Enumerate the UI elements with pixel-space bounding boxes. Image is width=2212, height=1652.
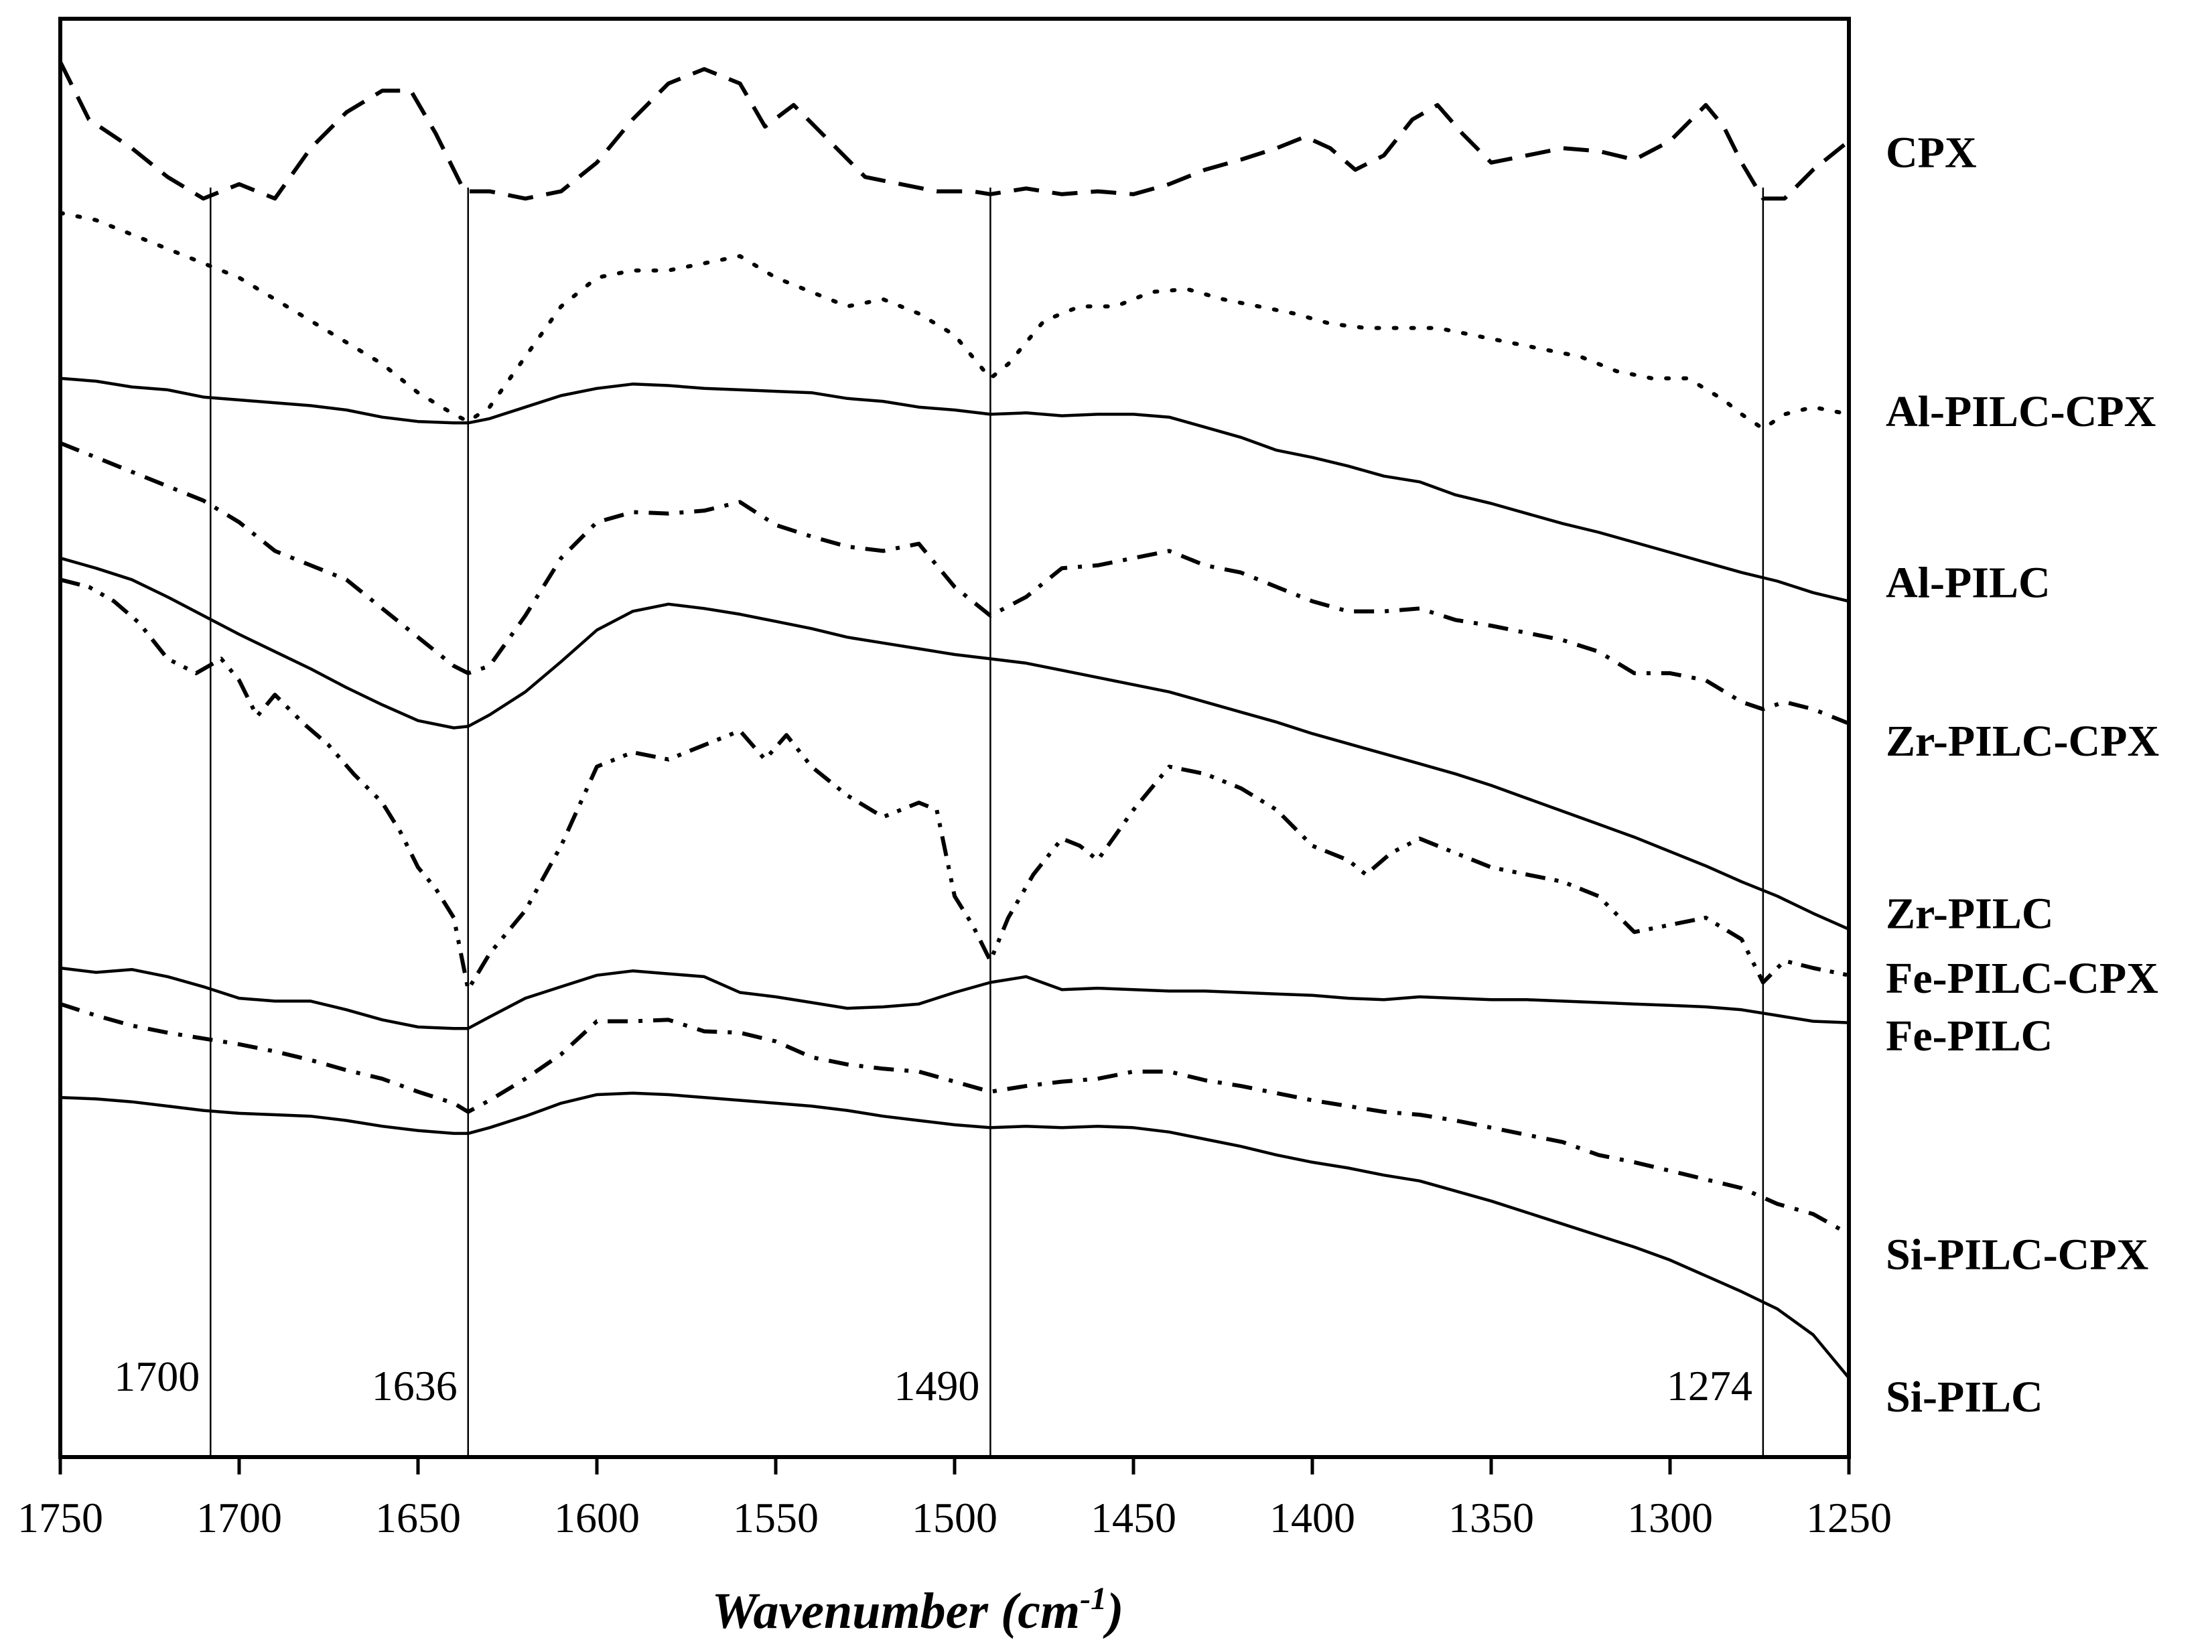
x-axis-ticks bbox=[58, 1457, 1851, 1474]
peak-label-1700: 1700 bbox=[114, 1353, 200, 1400]
series-label-zr-pilc-cpx: Zr-PILC-CPX bbox=[1886, 717, 2159, 766]
series-label-cpx: CPX bbox=[1886, 129, 1977, 178]
peak-label-1274: 1274 bbox=[1667, 1362, 1752, 1409]
series-line-fe-pilc-cpx bbox=[60, 577, 1850, 992]
x-tick-label: 1500 bbox=[912, 1494, 997, 1541]
x-tick-label: 1600 bbox=[554, 1494, 640, 1541]
series-label-al-pilc-cpx: Al-PILC-CPX bbox=[1886, 387, 2156, 436]
series-lines bbox=[58, 61, 1851, 1379]
reference-lines bbox=[210, 188, 1765, 1457]
series-line-si-pilc-cpx bbox=[60, 1002, 1850, 1236]
x-axis-tick-labels: 1750 1700 1650 1600 1550 1500 1450 1400 1350 1300… bbox=[17, 1494, 1892, 1541]
x-tick-label: 1750 bbox=[17, 1494, 103, 1541]
series-line-al-pilc bbox=[60, 376, 1850, 603]
x-tick-label: 1350 bbox=[1448, 1494, 1534, 1541]
plot-frame bbox=[58, 17, 1851, 1459]
series-label-si-pilc-cpx: Si-PILC-CPX bbox=[1886, 1230, 2148, 1279]
x-tick-label: 1400 bbox=[1269, 1494, 1355, 1541]
series-line-si-pilc bbox=[60, 1091, 1850, 1379]
series-label-al-pilc: Al-PILC bbox=[1886, 559, 2051, 608]
x-tick-label: 1300 bbox=[1627, 1494, 1713, 1541]
series-labels: CPX Al-PILC-CPX Al-PILC Zr-PILC-CPX Zr-PILC F… bbox=[1886, 129, 2159, 1422]
series-line-cpx bbox=[58, 61, 1850, 201]
peak-label-1490: 1490 bbox=[894, 1362, 979, 1409]
series-line-zr-pilc-cpx bbox=[59, 441, 1850, 726]
series-label-zr-pilc: Zr-PILC bbox=[1886, 889, 2054, 938]
series-label-si-pilc: Si-PILC bbox=[1886, 1373, 2043, 1422]
x-tick-label: 1700 bbox=[196, 1494, 282, 1541]
series-line-fe-pilc bbox=[60, 966, 1850, 1030]
series-label-fe-pilc-cpx: Fe-PILC-CPX bbox=[1886, 954, 2158, 1003]
x-tick-label: 1550 bbox=[733, 1494, 819, 1541]
peak-labels: 1700 1636 1490 1274 bbox=[114, 1353, 1752, 1409]
peak-label-1636: 1636 bbox=[372, 1362, 458, 1409]
x-tick-label: 1450 bbox=[1091, 1494, 1176, 1541]
series-label-fe-pilc: Fe-PILC bbox=[1886, 1012, 2053, 1060]
series-line-al-pilc-cpx bbox=[58, 210, 1851, 431]
x-tick-label: 1650 bbox=[375, 1494, 461, 1541]
x-tick-label: 1250 bbox=[1806, 1494, 1892, 1541]
x-axis-title: Wavenumber (cm-1) bbox=[712, 1581, 1124, 1639]
series-line-zr-pilc bbox=[60, 556, 1850, 931]
